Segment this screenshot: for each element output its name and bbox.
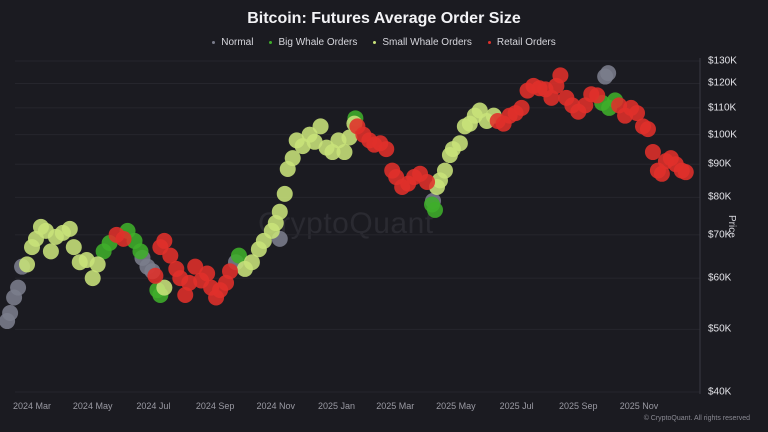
legend-item-normal[interactable]: Normal <box>212 37 253 48</box>
legend-dot-icon <box>212 41 216 44</box>
data-point <box>89 256 106 273</box>
data-point <box>177 287 194 304</box>
data-point <box>336 144 353 161</box>
data-point <box>513 99 530 116</box>
data-point <box>115 230 132 247</box>
data-point <box>677 164 694 181</box>
legend-label: Small Whale Orders <box>382 37 472 48</box>
x-tick: 2024 Jul <box>136 401 171 411</box>
legend-item-retail[interactable]: Retail Orders <box>487 37 556 48</box>
y-tick: $100K <box>708 129 737 141</box>
data-point <box>156 279 173 296</box>
x-tick: 2025 Jan <box>317 401 356 411</box>
y-tick: $90K <box>708 158 732 170</box>
x-tick: 2024 Nov <box>256 401 296 411</box>
legend-label: Big Whale Orders <box>278 37 358 48</box>
y-tick: $50K <box>708 323 732 335</box>
legend-item-big-whale[interactable]: Big Whale Orders <box>269 37 357 48</box>
data-point <box>436 162 453 179</box>
data-point <box>644 144 661 161</box>
data-point <box>132 243 149 260</box>
y-axis-label: Price <box>726 215 737 238</box>
x-tick: 2025 Nov <box>619 401 659 411</box>
x-tick: 2025 Mar <box>376 401 415 411</box>
data-point <box>10 279 27 296</box>
x-tick: 2025 Jul <box>499 401 534 411</box>
y-tick: $120K <box>708 77 737 89</box>
data-point <box>552 67 569 84</box>
data-point <box>84 270 101 287</box>
data-point <box>451 135 468 152</box>
legend-label: Retail Orders <box>496 37 556 48</box>
data-point <box>243 254 260 271</box>
data-point <box>306 133 323 150</box>
data-point <box>147 267 164 284</box>
y-tick: $40K <box>708 386 732 398</box>
chart-title: Bitcoin: Futures Average Order Size <box>247 10 521 27</box>
copyright: © CryptoQuant. All rights reserved <box>643 415 750 422</box>
data-point <box>653 165 670 182</box>
x-tick: 2024 May <box>72 401 113 411</box>
y-tick: $80K <box>708 191 732 203</box>
data-point <box>639 121 656 138</box>
y-tick: $60K <box>708 272 732 284</box>
data-point <box>600 65 617 82</box>
data-point <box>341 129 358 146</box>
data-point <box>156 232 173 249</box>
legend-label: Normal <box>221 37 254 48</box>
data-point <box>187 258 204 275</box>
data-point <box>2 304 19 321</box>
x-tick: 2025 May <box>436 401 476 411</box>
data-point <box>162 247 179 264</box>
legend-dot-icon <box>269 41 273 44</box>
y-tick: $110K <box>708 102 737 114</box>
x-tick: 2025 Sep <box>559 401 598 411</box>
data-point <box>312 118 329 135</box>
x-tick: 2024 Mar <box>12 401 52 411</box>
legend-item-small-whale[interactable]: Small Whale Orders <box>373 37 472 48</box>
data-point <box>419 173 436 190</box>
data-point <box>271 203 288 220</box>
data-point <box>427 201 444 218</box>
data-point <box>181 274 198 291</box>
data-point <box>276 185 293 202</box>
data-point <box>222 263 239 280</box>
data-point <box>61 220 78 237</box>
data-point <box>19 256 36 273</box>
data-point <box>589 87 606 104</box>
data-point <box>199 265 216 282</box>
data-point <box>629 105 646 122</box>
x-tick: 2024 Sep <box>195 401 235 411</box>
data-point <box>378 141 395 158</box>
scatter-points <box>0 65 694 330</box>
y-tick: $70K <box>708 229 732 241</box>
legend-dot-icon <box>373 41 377 44</box>
data-point <box>230 247 247 264</box>
data-point <box>42 243 59 260</box>
legend-dot-icon <box>487 41 491 44</box>
data-point <box>65 239 82 256</box>
data-point <box>284 150 301 167</box>
data-point <box>543 89 560 106</box>
legend: Normal Big Whale Orders Small Whale Orde… <box>0 37 768 48</box>
y-tick: $130K <box>708 55 737 67</box>
